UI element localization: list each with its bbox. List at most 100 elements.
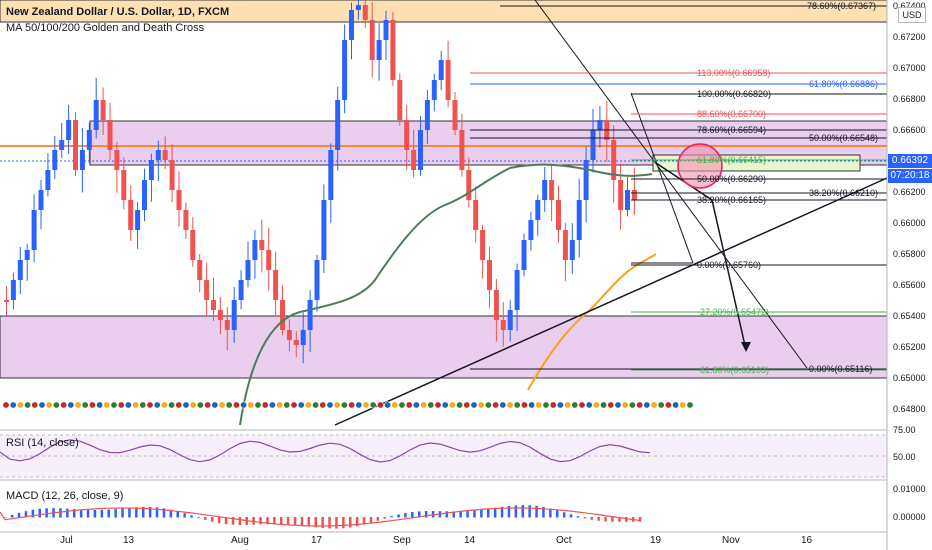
event-flag-icon[interactable] [9, 401, 17, 409]
event-flag-icon[interactable] [268, 401, 276, 409]
event-flag-icon[interactable] [636, 401, 644, 409]
event-flag-icon[interactable] [448, 401, 456, 409]
event-flag-icon[interactable] [614, 401, 622, 409]
event-flag-icon[interactable] [168, 401, 176, 409]
event-flag-icon[interactable] [232, 401, 240, 409]
rsi-pane[interactable] [0, 430, 887, 478]
event-flag-icon[interactable] [218, 401, 226, 409]
event-flag-icon[interactable] [182, 401, 190, 409]
event-flag-icon[interactable] [499, 401, 507, 409]
descending-trendline[interactable] [534, 0, 808, 369]
event-flag-icon[interactable] [74, 401, 82, 409]
indicator-ma-label[interactable]: MA 50/100/200 Golden and Death Cross [6, 22, 205, 34]
event-flag-icon[interactable] [556, 401, 564, 409]
event-flag-icon[interactable] [376, 401, 384, 409]
event-flag-icon[interactable] [628, 401, 636, 409]
event-flag-icon[interactable] [492, 401, 500, 409]
event-flag-icon[interactable] [513, 401, 521, 409]
event-flag-icon[interactable] [643, 401, 651, 409]
event-flag-icon[interactable] [52, 401, 60, 409]
event-flag-icon[interactable] [456, 401, 464, 409]
event-flag-icon[interactable] [153, 401, 161, 409]
event-flag-icon[interactable] [2, 401, 10, 409]
event-flag-icon[interactable] [650, 401, 658, 409]
event-flag-icon[interactable] [578, 401, 586, 409]
event-flag-icon[interactable] [412, 401, 420, 409]
event-flag-icon[interactable] [420, 401, 428, 409]
event-flag-icon[interactable] [45, 401, 53, 409]
event-flag-icon[interactable] [348, 401, 356, 409]
event-flag-icon[interactable] [679, 401, 687, 409]
event-flag-icon[interactable] [592, 401, 600, 409]
event-flag-icon[interactable] [290, 401, 298, 409]
event-flag-icon[interactable] [664, 401, 672, 409]
macd-pane[interactable] [0, 482, 887, 532]
event-flag-icon[interactable] [528, 401, 536, 409]
event-flag-icon[interactable] [110, 401, 118, 409]
event-flag-icon[interactable] [384, 401, 392, 409]
event-flag-icon[interactable] [585, 401, 593, 409]
event-flag-icon[interactable] [355, 401, 363, 409]
event-flag-icon[interactable] [326, 401, 334, 409]
event-flag-icon[interactable] [369, 401, 377, 409]
event-flag-icon[interactable] [571, 401, 579, 409]
event-flag-icon[interactable] [117, 401, 125, 409]
event-flag-icon[interactable] [362, 401, 370, 409]
event-flag-icon[interactable] [254, 401, 262, 409]
event-flag-icon[interactable] [564, 401, 572, 409]
ascending-trendline[interactable] [334, 177, 888, 426]
event-flag-icon[interactable] [146, 401, 154, 409]
price-scale[interactable]: 0.674000.672000.670000.668000.666000.664… [893, 1, 926, 414]
event-flag-icon[interactable] [304, 401, 312, 409]
event-flag-icon[interactable] [175, 401, 183, 409]
event-flag-icon[interactable] [196, 401, 204, 409]
event-flag-icon[interactable] [621, 401, 629, 409]
event-flag-icon[interactable] [600, 401, 608, 409]
event-flag-icon[interactable] [247, 401, 255, 409]
event-flag-icon[interactable] [542, 401, 550, 409]
macd-label[interactable]: MACD (12, 26, close, 9) [6, 490, 124, 502]
event-flag-icon[interactable] [160, 401, 168, 409]
event-flag-icon[interactable] [333, 401, 341, 409]
event-flag-icon[interactable] [484, 401, 492, 409]
event-flag-icon[interactable] [434, 401, 442, 409]
event-flag-icon[interactable] [391, 401, 399, 409]
event-flag-icon[interactable] [38, 401, 46, 409]
event-flag-icon[interactable] [24, 401, 32, 409]
economic-events-row[interactable] [2, 401, 694, 409]
event-flag-icon[interactable] [88, 401, 96, 409]
event-flag-icon[interactable] [81, 401, 89, 409]
event-flag-icon[interactable] [441, 401, 449, 409]
event-flag-icon[interactable] [506, 401, 514, 409]
event-flag-icon[interactable] [686, 401, 694, 409]
event-flag-icon[interactable] [204, 401, 212, 409]
symbol-title[interactable]: New Zealand Dollar / U.S. Dollar, 1D, FX… [6, 6, 230, 18]
event-flag-icon[interactable] [319, 401, 327, 409]
event-flag-icon[interactable] [124, 401, 132, 409]
event-flag-icon[interactable] [132, 401, 140, 409]
event-flag-icon[interactable] [535, 401, 543, 409]
event-flag-icon[interactable] [463, 401, 471, 409]
event-flag-icon[interactable] [16, 401, 24, 409]
event-flag-icon[interactable] [470, 401, 478, 409]
event-flag-icon[interactable] [96, 401, 104, 409]
event-flag-icon[interactable] [549, 401, 557, 409]
currency-button[interactable]: USD [898, 7, 926, 23]
event-flag-icon[interactable] [240, 401, 248, 409]
event-flag-icon[interactable] [405, 401, 413, 409]
event-flag-icon[interactable] [657, 401, 665, 409]
event-flag-icon[interactable] [276, 401, 284, 409]
event-flag-icon[interactable] [67, 401, 75, 409]
rsi-label[interactable]: RSI (14, close) [6, 437, 79, 449]
event-flag-icon[interactable] [607, 401, 615, 409]
event-flag-icon[interactable] [31, 401, 39, 409]
event-flag-icon[interactable] [427, 401, 435, 409]
event-flag-icon[interactable] [261, 401, 269, 409]
fib-diagonal-line[interactable] [630, 92, 694, 264]
highlight-circle[interactable] [677, 143, 723, 189]
event-flag-icon[interactable] [520, 401, 528, 409]
support-zone[interactable] [0, 315, 888, 379]
event-flag-icon[interactable] [103, 401, 111, 409]
event-flag-icon[interactable] [312, 401, 320, 409]
